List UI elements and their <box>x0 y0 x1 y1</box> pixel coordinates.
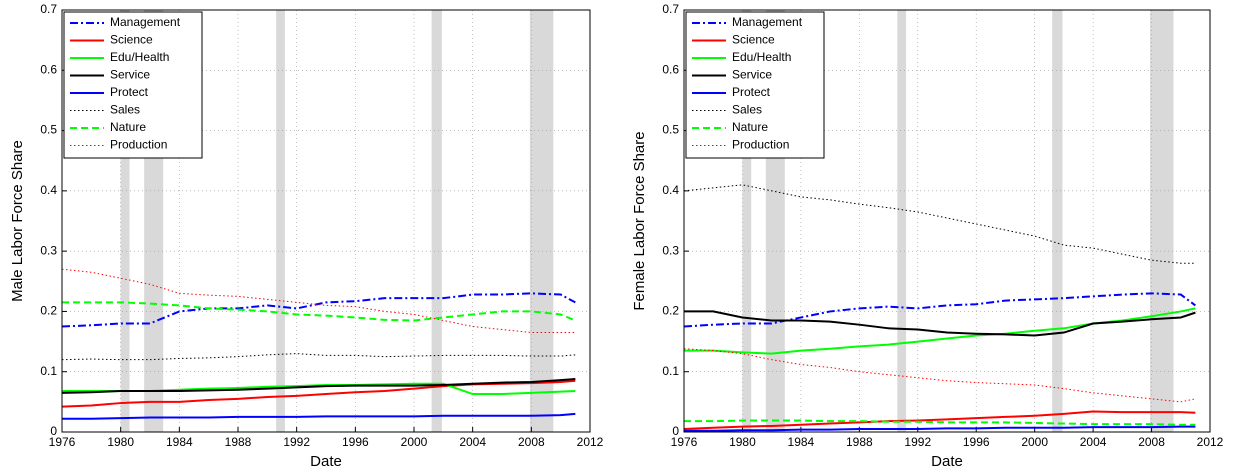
x-tick-label: 1992 <box>904 435 931 449</box>
legend-label: Sales <box>110 103 140 117</box>
x-tick-label: 1988 <box>846 435 873 449</box>
series-line <box>684 310 1196 337</box>
x-tick-label: 1980 <box>729 435 756 449</box>
y-tick-label: 0.3 <box>40 243 57 257</box>
series-line <box>61 377 576 394</box>
x-tick-label: 1976 <box>671 435 698 449</box>
y-axis-label: Female Labor Force Share <box>631 131 648 310</box>
recession-band <box>1150 10 1174 432</box>
y-tick-label: 0 <box>50 424 57 438</box>
recession-band <box>742 10 752 432</box>
legend-label: Production <box>110 138 167 152</box>
y-tick-label: 0.6 <box>662 62 679 76</box>
x-tick-label: 1984 <box>166 435 193 449</box>
x-tick-label: 2004 <box>459 435 486 449</box>
series-line <box>61 353 576 361</box>
series-line <box>683 410 1196 430</box>
legend-label: Protect <box>732 85 771 99</box>
legend-box <box>63 11 203 159</box>
x-tick-label: 1976 <box>49 435 76 449</box>
x-tick-label: 1988 <box>225 435 252 449</box>
legend-label: Science <box>110 33 153 47</box>
x-axis-label: Date <box>931 453 963 470</box>
legend-label: Edu/Health <box>732 50 791 64</box>
x-tick-label: 1996 <box>342 435 369 449</box>
series-line <box>62 301 576 322</box>
legend-label: Production <box>732 138 789 152</box>
y-tick-label: 0.2 <box>40 304 57 318</box>
y-tick-label: 0.1 <box>662 364 679 378</box>
x-tick-label: 1984 <box>788 435 815 449</box>
x-tick-label: 1996 <box>963 435 990 449</box>
x-tick-label: 1992 <box>283 435 310 449</box>
series-line <box>684 307 1196 355</box>
recession-band <box>1052 10 1063 432</box>
x-tick-label: 2008 <box>1138 435 1165 449</box>
chart: 0 0.1 0.2 0.3 0.4 0.5 0.6 0.7 1976 1980 1984 1988 19… <box>9 2 604 470</box>
chart: 0 0.1 0.2 0.3 0.4 0.5 0.6 0.7 1976 1980 1984 1988 19… <box>631 2 1224 470</box>
legend-label: Science <box>732 33 775 47</box>
recession-band <box>276 10 285 432</box>
x-tick-label: 2008 <box>518 435 545 449</box>
axes-frame <box>683 9 1211 433</box>
series-line <box>61 379 576 408</box>
x-tick-label: 2012 <box>1197 435 1224 449</box>
y-tick-label: 0.1 <box>40 364 57 378</box>
y-tick-label: 0.3 <box>662 243 679 257</box>
y-tick-label: 0.7 <box>662 2 679 16</box>
series-line <box>61 292 576 328</box>
series-line <box>62 412 576 420</box>
y-tick-label: 0.6 <box>40 62 57 76</box>
x-tick-label: 2000 <box>1021 435 1048 449</box>
x-tick-label: 2012 <box>577 435 604 449</box>
y-tick-label: 0.2 <box>662 304 679 318</box>
y-tick-label: 0.5 <box>40 123 57 137</box>
recession-band <box>529 10 554 432</box>
legend-label: Management <box>110 15 181 29</box>
series-line <box>683 292 1196 328</box>
y-tick-label: 0.5 <box>662 123 679 137</box>
series-line <box>61 268 576 334</box>
legend-label: Edu/Health <box>110 50 169 64</box>
legend-label: Service <box>110 68 150 82</box>
y-tick-label: 0.7 <box>40 2 57 16</box>
x-tick-label: 2004 <box>1080 435 1107 449</box>
x-tick-label: 2000 <box>401 435 428 449</box>
y-tick-label: 0 <box>672 424 679 438</box>
legend-label: Sales <box>732 103 762 117</box>
legend-label: Protect <box>110 85 149 99</box>
series-line <box>683 348 1196 403</box>
recession-band <box>120 10 130 432</box>
y-axis-label: Male Labor Force Share <box>9 140 26 302</box>
legend-label: Nature <box>732 120 768 134</box>
y-tick-label: 0.4 <box>662 183 679 197</box>
y-tick-label: 0.4 <box>40 183 57 197</box>
x-axis-label: Date <box>310 453 342 470</box>
axes-frame <box>61 9 591 433</box>
recession-band <box>897 10 907 432</box>
series-line <box>683 184 1196 264</box>
legend-box <box>685 11 825 159</box>
legend-label: Management <box>732 15 803 29</box>
legend-label: Service <box>732 68 772 82</box>
series-line <box>684 425 1196 432</box>
legend-label: Nature <box>110 120 146 134</box>
x-tick-label: 1980 <box>107 435 134 449</box>
recession-band <box>431 10 442 432</box>
